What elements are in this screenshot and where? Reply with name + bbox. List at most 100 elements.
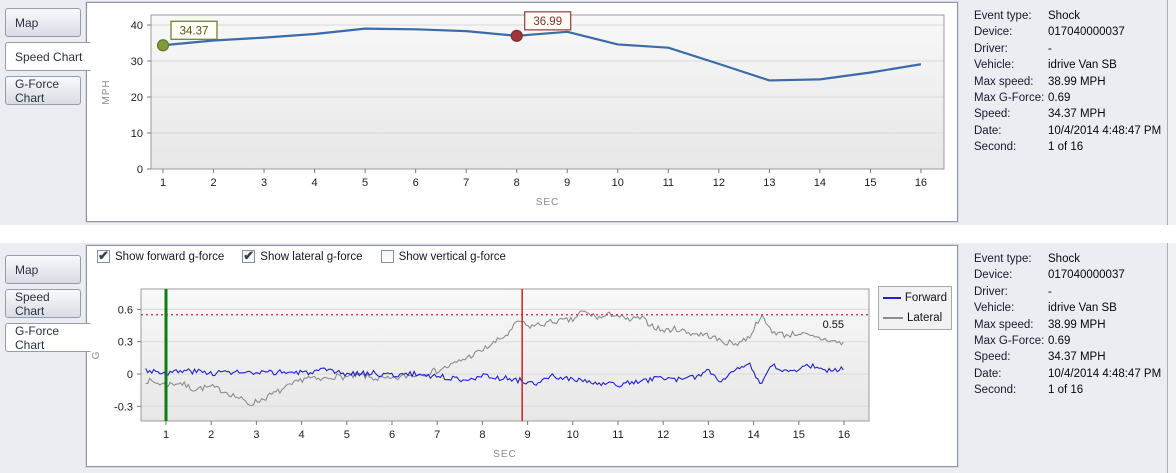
speed-chart[interactable]: 0 10 20 30 40 1 2 3 4 5 6 7 8 9 10 11 12 13 14 15 16 SEC MPH 34… bbox=[87, 3, 957, 221]
gforce-chart-card: Show forward g-force Show lateral g-force… bbox=[86, 245, 958, 467]
info-value: - bbox=[1048, 285, 1052, 298]
x-tick-label: 9 bbox=[564, 177, 570, 189]
info-value: 34.37 MPH bbox=[1048, 108, 1106, 121]
info-value: 10/4/2014 4:48:47 PM bbox=[1048, 124, 1162, 137]
marker-dot bbox=[156, 39, 170, 52]
info-row-device: Device: 017040000037 bbox=[974, 267, 1166, 283]
tab-speed-chart[interactable]: Speed Chart bbox=[5, 42, 91, 71]
info-label: Date: bbox=[974, 124, 1002, 137]
info-row-driver: Driver: - bbox=[974, 41, 1166, 57]
x-tick-label: 9 bbox=[525, 429, 531, 441]
info-label: Event type: bbox=[974, 10, 1032, 22]
y-axis-title: G bbox=[91, 351, 102, 360]
info-label: Vehicle: bbox=[974, 302, 1015, 315]
gforce-chart[interactable]: -0.3 0 0.3 0.6 1 2 3 4 5 6 7 8 9 10 11 12 13 14 15 16 SEC G 0.… bbox=[87, 246, 957, 466]
legend-entry-forward: Forward bbox=[883, 292, 947, 304]
tab-g-force-chart[interactable]: G-Force Chart bbox=[5, 76, 81, 105]
speed-chart-panel: Map Speed Chart G-Force Chart 0 10 20 30 40 1 2 3… bbox=[0, 0, 1176, 225]
info-value: 1 of 16 bbox=[1048, 384, 1084, 397]
checkbox-label: Show vertical g-force bbox=[398, 250, 506, 263]
info-row-driver: Driver: - bbox=[974, 284, 1166, 300]
checkbox-item-show-vertical-g-force[interactable]: Show vertical g-force bbox=[380, 250, 506, 263]
y-tick-label: -0.3 bbox=[114, 401, 133, 413]
info-value: 017040000037 bbox=[1048, 269, 1125, 282]
x-tick-label: 3 bbox=[261, 177, 267, 189]
x-tick-label: 14 bbox=[814, 177, 826, 189]
gforce-panel-tab-column: Map Speed Chart G-Force Chart bbox=[0, 243, 91, 473]
x-tick-label: 4 bbox=[299, 429, 305, 441]
y-tick-label: 0.3 bbox=[118, 337, 133, 349]
y-tick-label: 0 bbox=[127, 369, 133, 381]
x-tick-label: 14 bbox=[747, 429, 759, 441]
info-row-second: Second: 1 of 16 bbox=[974, 382, 1166, 398]
y-tick-label: 20 bbox=[131, 92, 143, 104]
speed-line bbox=[162, 27, 922, 82]
info-value: idrive Van SB bbox=[1048, 302, 1117, 315]
info-label: Max G-Force: bbox=[974, 92, 1045, 105]
info-label: Date: bbox=[974, 367, 1002, 380]
y-axis-title: MPH bbox=[101, 79, 112, 104]
y-tick-label: 0 bbox=[137, 164, 143, 176]
info-row-event-type: Event type: Shock bbox=[974, 8, 1166, 24]
x-tick-label: 12 bbox=[713, 177, 725, 189]
x-tick-label: 16 bbox=[915, 177, 927, 189]
checkbox-item-show-forward-g-force[interactable]: Show forward g-force bbox=[97, 248, 225, 264]
info-value: 0.69 bbox=[1048, 335, 1071, 348]
x-tick-label: 7 bbox=[463, 177, 469, 189]
info-value: 38.99 MPH bbox=[1048, 75, 1106, 88]
info-value: - bbox=[1048, 42, 1052, 55]
event-info-panel: Event type: Shock Device: 017040000037 Drive… bbox=[974, 8, 1166, 156]
plot-area bbox=[151, 15, 944, 169]
x-tick-label: 11 bbox=[663, 177, 674, 189]
tab-map[interactable]: Map bbox=[5, 8, 81, 37]
tab-map[interactable]: Map bbox=[5, 255, 81, 284]
y-tick-label: 0.6 bbox=[118, 304, 133, 316]
info-row-max-g-force: Max G-Force: 0.69 bbox=[974, 90, 1166, 106]
checkbox-item-show-lateral-g-force[interactable]: Show lateral g-force bbox=[242, 248, 363, 264]
x-tick-label: 2 bbox=[210, 177, 216, 189]
info-row-date: Date: 10/4/2014 4:48:47 PM bbox=[974, 123, 1166, 139]
checkbox-show-forward-g-force[interactable] bbox=[97, 248, 110, 264]
info-label: Event type: bbox=[974, 253, 1032, 265]
info-row-vehicle: Vehicle: idrive Van SB bbox=[974, 57, 1166, 73]
info-label: Speed: bbox=[974, 108, 1011, 121]
marker-tooltip-label: 36.99 bbox=[533, 16, 562, 28]
threshold-label: 0.55 bbox=[823, 319, 844, 331]
info-label: Vehicle: bbox=[974, 59, 1015, 72]
x-tick-label: 11 bbox=[612, 429, 623, 441]
right-edge-strip bbox=[1167, 243, 1176, 473]
info-row-event-type: Event type: Shock bbox=[974, 251, 1166, 267]
tab-g-force-chart[interactable]: G-Force Chart bbox=[5, 323, 91, 352]
checkbox-label: Show lateral g-force bbox=[260, 250, 363, 263]
x-tick-label: 4 bbox=[312, 177, 318, 189]
speed-chart-card: 0 10 20 30 40 1 2 3 4 5 6 7 8 9 10 11 12 13 14 15 16 SEC MPH 34… bbox=[86, 2, 958, 222]
info-row-max-speed: Max speed: 38.99 MPH bbox=[974, 74, 1166, 90]
x-tick-label: 6 bbox=[389, 429, 395, 441]
legend-label: Forward bbox=[904, 292, 947, 304]
x-tick-label: 1 bbox=[163, 429, 169, 441]
event-info-panel: Event type: Shock Device: 017040000037 Drive… bbox=[974, 251, 1166, 399]
x-tick-label: 12 bbox=[657, 429, 669, 441]
x-tick-label: 3 bbox=[253, 429, 259, 441]
info-label: Second: bbox=[974, 384, 1017, 397]
tab-speed-chart[interactable]: Speed Chart bbox=[5, 289, 81, 318]
x-tick-label: 13 bbox=[763, 177, 775, 189]
x-tick-label: 1 bbox=[160, 177, 166, 189]
x-tick-label: 10 bbox=[567, 429, 579, 441]
x-axis-title: SEC bbox=[493, 449, 517, 460]
info-row-speed: Speed: 34.37 MPH bbox=[974, 349, 1166, 365]
checkbox-show-vertical-g-force[interactable] bbox=[380, 250, 394, 263]
checkbox-label: Show forward g-force bbox=[115, 250, 225, 263]
info-row-vehicle: Vehicle: idrive Van SB bbox=[974, 300, 1166, 316]
info-label: Max G-Force: bbox=[974, 335, 1045, 348]
checkbox-show-lateral-g-force[interactable] bbox=[242, 248, 256, 264]
x-tick-label: 5 bbox=[344, 429, 350, 441]
series-lateral bbox=[145, 310, 844, 407]
marker-tooltip bbox=[170, 20, 218, 40]
info-label: Driver: bbox=[974, 42, 1008, 55]
x-tick-label: 7 bbox=[434, 429, 440, 441]
marker-tooltip-label: 34.37 bbox=[180, 25, 209, 37]
plot-border bbox=[140, 288, 870, 422]
info-label: Second: bbox=[974, 141, 1017, 154]
